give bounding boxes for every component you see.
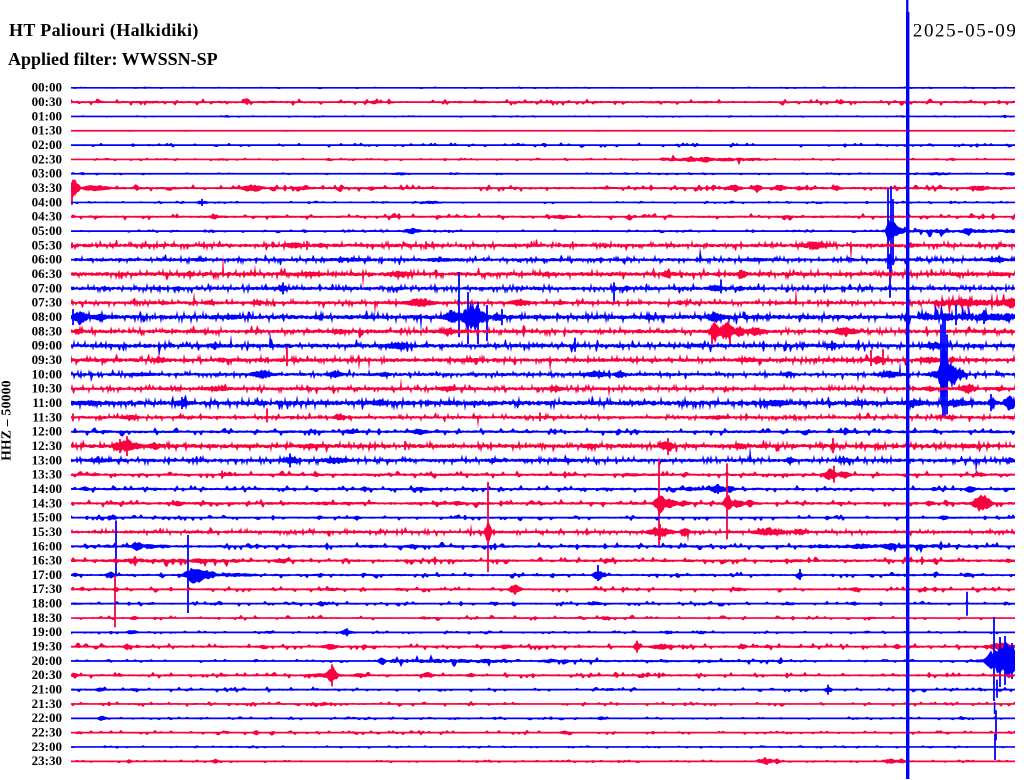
- svg-text:16:00: 16:00: [32, 538, 62, 553]
- svg-text:20:00: 20:00: [32, 653, 62, 668]
- svg-text:20:30: 20:30: [32, 667, 62, 682]
- svg-text:19:30: 19:30: [32, 639, 62, 654]
- svg-text:01:30: 01:30: [32, 123, 62, 138]
- svg-text:18:00: 18:00: [32, 596, 62, 611]
- svg-text:04:00: 04:00: [32, 194, 62, 209]
- svg-text:09:30: 09:30: [32, 352, 62, 367]
- svg-text:14:00: 14:00: [32, 481, 62, 496]
- svg-text:19:00: 19:00: [32, 624, 62, 639]
- svg-text:Applied filter: WWSSN-SP: Applied filter: WWSSN-SP: [8, 49, 218, 69]
- svg-text:18:30: 18:30: [32, 610, 62, 625]
- svg-text:00:00: 00:00: [32, 80, 62, 95]
- svg-text:09:00: 09:00: [32, 338, 62, 353]
- svg-text:22:00: 22:00: [32, 710, 62, 725]
- svg-text:HT Paliouri (Halkidiki): HT Paliouri (Halkidiki): [9, 20, 199, 41]
- svg-text:06:30: 06:30: [32, 266, 62, 281]
- svg-text:06:00: 06:00: [32, 252, 62, 267]
- svg-text:21:00: 21:00: [32, 682, 62, 697]
- svg-text:05:00: 05:00: [32, 223, 62, 238]
- svg-text:23:00: 23:00: [32, 739, 62, 754]
- svg-text:15:30: 15:30: [32, 524, 62, 539]
- svg-text:HHZ – 50000: HHZ – 50000: [0, 380, 14, 461]
- svg-text:11:30: 11:30: [32, 409, 62, 424]
- svg-text:02:30: 02:30: [32, 151, 62, 166]
- svg-text:12:30: 12:30: [32, 438, 62, 453]
- svg-text:21:30: 21:30: [32, 696, 62, 711]
- svg-text:11:00: 11:00: [32, 395, 62, 410]
- svg-text:04:30: 04:30: [32, 209, 62, 224]
- svg-text:13:30: 13:30: [32, 467, 62, 482]
- svg-text:08:30: 08:30: [32, 323, 62, 338]
- svg-text:13:00: 13:00: [32, 452, 62, 467]
- svg-text:2025-05-09: 2025-05-09: [913, 21, 1018, 42]
- svg-text:12:00: 12:00: [32, 424, 62, 439]
- svg-text:17:00: 17:00: [32, 567, 62, 582]
- svg-text:03:00: 03:00: [32, 166, 62, 181]
- svg-text:16:30: 16:30: [32, 553, 62, 568]
- svg-text:10:00: 10:00: [32, 366, 62, 381]
- svg-text:05:30: 05:30: [32, 237, 62, 252]
- svg-text:02:00: 02:00: [32, 137, 62, 152]
- svg-text:17:30: 17:30: [32, 581, 62, 596]
- svg-text:03:30: 03:30: [32, 180, 62, 195]
- svg-text:07:30: 07:30: [32, 295, 62, 310]
- svg-text:01:00: 01:00: [32, 108, 62, 123]
- svg-text:00:30: 00:30: [32, 94, 62, 109]
- svg-text:23:30: 23:30: [32, 753, 62, 768]
- svg-text:15:00: 15:00: [32, 510, 62, 525]
- svg-text:08:00: 08:00: [32, 309, 62, 324]
- svg-text:14:30: 14:30: [32, 495, 62, 510]
- svg-text:10:30: 10:30: [32, 381, 62, 396]
- svg-text:22:30: 22:30: [32, 725, 62, 740]
- svg-text:07:00: 07:00: [32, 280, 62, 295]
